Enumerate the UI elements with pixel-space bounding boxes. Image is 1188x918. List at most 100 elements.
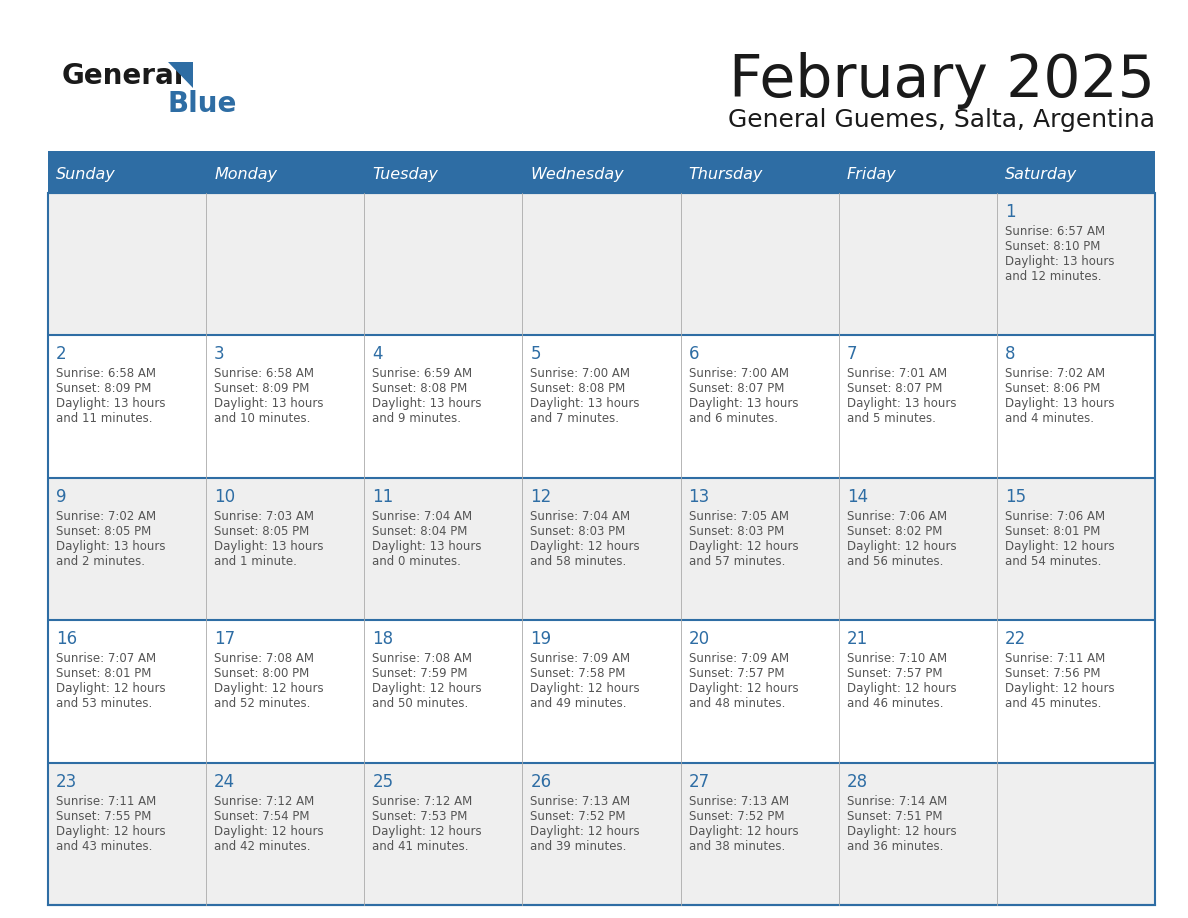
Text: Daylight: 13 hours: Daylight: 13 hours [214,540,323,553]
Text: Sunrise: 7:12 AM: Sunrise: 7:12 AM [214,795,315,808]
Bar [48,193,1155,335]
Text: Sunrise: 7:01 AM: Sunrise: 7:01 AM [847,367,947,380]
Text: Sunrise: 6:59 AM: Sunrise: 6:59 AM [372,367,473,380]
Text: and 38 minutes.: and 38 minutes. [689,840,785,853]
Text: 10: 10 [214,487,235,506]
Text: Friday: Friday [847,166,897,182]
Text: Daylight: 12 hours: Daylight: 12 hours [1005,682,1114,695]
Text: Sunrise: 7:13 AM: Sunrise: 7:13 AM [530,795,631,808]
Text: Sunrise: 7:02 AM: Sunrise: 7:02 AM [1005,367,1105,380]
Text: Sunset: 8:03 PM: Sunset: 8:03 PM [530,525,626,538]
Text: Sunrise: 7:04 AM: Sunrise: 7:04 AM [530,509,631,522]
Text: Sunrise: 7:04 AM: Sunrise: 7:04 AM [372,509,473,522]
Text: Daylight: 12 hours: Daylight: 12 hours [372,682,482,695]
Text: and 9 minutes.: and 9 minutes. [372,412,461,425]
Text: and 58 minutes.: and 58 minutes. [530,554,627,568]
Text: and 46 minutes.: and 46 minutes. [847,697,943,711]
Text: Sunset: 8:08 PM: Sunset: 8:08 PM [530,383,626,396]
Text: Tuesday: Tuesday [372,166,438,182]
Text: 28: 28 [847,773,868,790]
Text: 12: 12 [530,487,551,506]
Text: Sunset: 8:09 PM: Sunset: 8:09 PM [214,383,310,396]
Text: and 45 minutes.: and 45 minutes. [1005,697,1101,711]
Text: 7: 7 [847,345,858,364]
Text: Sunset: 8:07 PM: Sunset: 8:07 PM [689,383,784,396]
Polygon shape [168,62,192,88]
Text: General: General [62,62,184,90]
Text: Sunset: 8:07 PM: Sunset: 8:07 PM [847,383,942,396]
Text: Sunset: 8:02 PM: Sunset: 8:02 PM [847,525,942,538]
Text: Sunrise: 7:06 AM: Sunrise: 7:06 AM [1005,509,1105,522]
Text: Sunset: 8:04 PM: Sunset: 8:04 PM [372,525,468,538]
Text: Daylight: 13 hours: Daylight: 13 hours [372,397,482,410]
Text: 22: 22 [1005,630,1026,648]
Bar [48,151,1155,156]
Text: Sunset: 8:08 PM: Sunset: 8:08 PM [372,383,468,396]
Text: 4: 4 [372,345,383,364]
Text: and 36 minutes.: and 36 minutes. [847,840,943,853]
Text: Sunrise: 7:06 AM: Sunrise: 7:06 AM [847,509,947,522]
Text: Daylight: 13 hours: Daylight: 13 hours [56,540,165,553]
Text: Sunrise: 7:11 AM: Sunrise: 7:11 AM [56,795,157,808]
Text: Sunrise: 7:13 AM: Sunrise: 7:13 AM [689,795,789,808]
Text: Sunset: 7:56 PM: Sunset: 7:56 PM [1005,667,1100,680]
Bar [48,193,1155,905]
Text: Sunset: 7:58 PM: Sunset: 7:58 PM [530,667,626,680]
Text: Sunset: 8:00 PM: Sunset: 8:00 PM [214,667,309,680]
Text: Thursday: Thursday [689,166,763,182]
Text: and 54 minutes.: and 54 minutes. [1005,554,1101,568]
Text: Saturday: Saturday [1005,166,1078,182]
Text: 9: 9 [56,487,67,506]
Text: and 56 minutes.: and 56 minutes. [847,554,943,568]
Text: Sunset: 7:53 PM: Sunset: 7:53 PM [372,810,468,823]
Text: 21: 21 [847,630,868,648]
Text: 25: 25 [372,773,393,790]
Text: Daylight: 12 hours: Daylight: 12 hours [847,682,956,695]
Text: and 52 minutes.: and 52 minutes. [214,697,310,711]
Text: 19: 19 [530,630,551,648]
Text: Daylight: 12 hours: Daylight: 12 hours [689,540,798,553]
Text: 27: 27 [689,773,709,790]
Text: and 6 minutes.: and 6 minutes. [689,412,778,425]
Text: Sunrise: 7:07 AM: Sunrise: 7:07 AM [56,652,156,666]
Text: 6: 6 [689,345,699,364]
Text: Sunrise: 6:58 AM: Sunrise: 6:58 AM [214,367,314,380]
Text: Daylight: 12 hours: Daylight: 12 hours [689,682,798,695]
Text: and 57 minutes.: and 57 minutes. [689,554,785,568]
Text: Blue: Blue [168,90,238,118]
Text: Sunrise: 7:05 AM: Sunrise: 7:05 AM [689,509,789,522]
Text: Sunset: 8:06 PM: Sunset: 8:06 PM [1005,383,1100,396]
Text: and 49 minutes.: and 49 minutes. [530,697,627,711]
Text: 11: 11 [372,487,393,506]
Text: 20: 20 [689,630,709,648]
Text: Sunset: 7:52 PM: Sunset: 7:52 PM [689,810,784,823]
Text: Sunset: 7:51 PM: Sunset: 7:51 PM [847,810,942,823]
Text: Daylight: 13 hours: Daylight: 13 hours [214,397,323,410]
Text: 2: 2 [56,345,67,364]
Bar [48,155,1155,193]
Text: Sunset: 8:05 PM: Sunset: 8:05 PM [56,525,151,538]
Text: Daylight: 13 hours: Daylight: 13 hours [56,397,165,410]
Text: Daylight: 13 hours: Daylight: 13 hours [530,397,640,410]
Text: Sunrise: 7:12 AM: Sunrise: 7:12 AM [372,795,473,808]
Text: Daylight: 13 hours: Daylight: 13 hours [372,540,482,553]
Text: 13: 13 [689,487,709,506]
Text: 17: 17 [214,630,235,648]
Text: Daylight: 12 hours: Daylight: 12 hours [56,824,165,837]
Text: February 2025: February 2025 [729,52,1155,109]
Bar [48,763,1155,905]
Text: Sunset: 7:57 PM: Sunset: 7:57 PM [689,667,784,680]
Text: 5: 5 [530,345,541,364]
Text: Sunrise: 7:08 AM: Sunrise: 7:08 AM [214,652,314,666]
Text: and 2 minutes.: and 2 minutes. [56,554,145,568]
Text: Daylight: 12 hours: Daylight: 12 hours [372,824,482,837]
Text: and 0 minutes.: and 0 minutes. [372,554,461,568]
Bar [48,477,1155,621]
Text: Sunrise: 7:08 AM: Sunrise: 7:08 AM [372,652,473,666]
Text: Daylight: 12 hours: Daylight: 12 hours [530,540,640,553]
Text: Sunset: 7:54 PM: Sunset: 7:54 PM [214,810,310,823]
Text: and 7 minutes.: and 7 minutes. [530,412,619,425]
Text: Daylight: 13 hours: Daylight: 13 hours [1005,255,1114,268]
Text: Monday: Monday [214,166,277,182]
Text: 8: 8 [1005,345,1016,364]
